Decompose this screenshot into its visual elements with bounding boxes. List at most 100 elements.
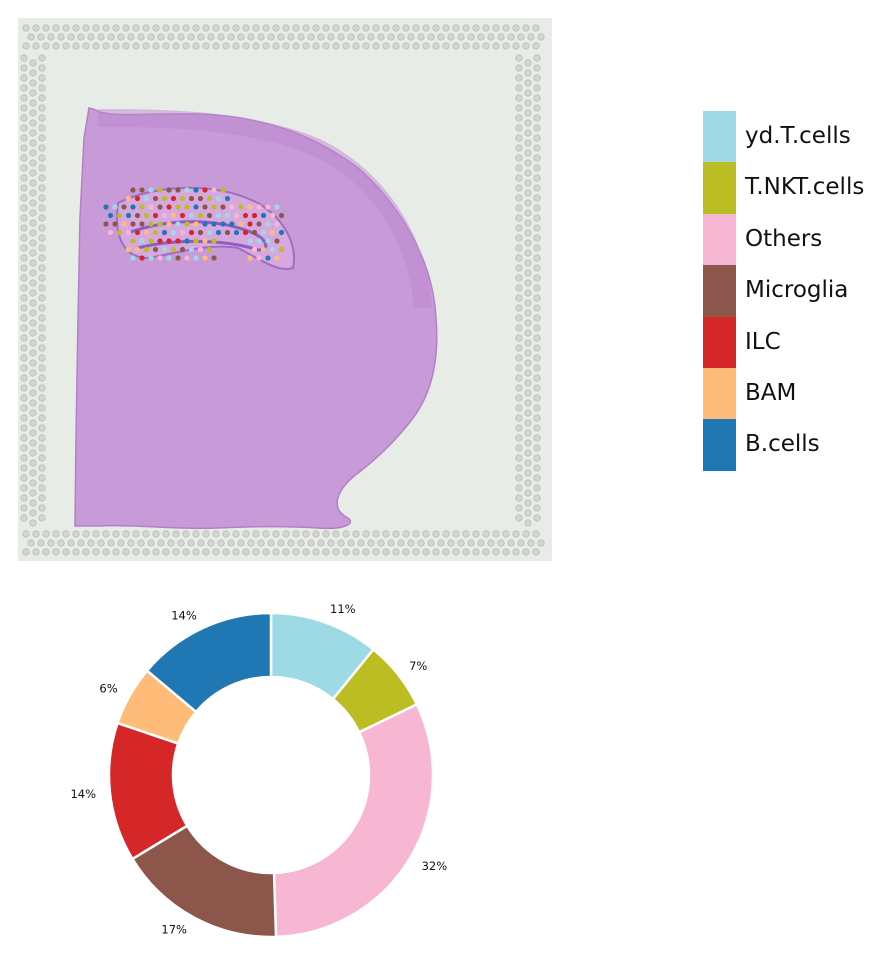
fiducial-spot xyxy=(467,539,475,547)
fiducial-spot xyxy=(352,24,360,32)
fiducial-spot xyxy=(38,514,46,522)
fiducial-spot xyxy=(20,144,28,152)
fiducial-spot xyxy=(452,42,460,50)
fiducial-spot xyxy=(312,24,320,32)
fiducial-spot xyxy=(267,33,275,41)
fiducial-spot xyxy=(407,33,415,41)
fiducial-spot xyxy=(412,42,420,50)
spot-marker xyxy=(193,238,199,244)
fiducial-spot xyxy=(282,42,290,50)
fiducial-spot xyxy=(20,334,28,342)
fiducial-spot xyxy=(537,539,545,547)
fiducial-spot xyxy=(29,69,37,77)
spot-marker xyxy=(211,204,217,210)
fiducial-spot xyxy=(67,539,75,547)
fiducial-spot xyxy=(262,24,270,32)
fiducial-spot xyxy=(20,114,28,122)
fiducial-spot xyxy=(212,530,220,538)
legend-swatch xyxy=(703,213,736,266)
legend-item-others: Others xyxy=(703,213,888,266)
fiducial-spot xyxy=(527,539,535,547)
spot-marker xyxy=(193,187,199,193)
fiducial-spot xyxy=(533,304,541,312)
spot-marker xyxy=(274,221,280,227)
fiducial-spot xyxy=(20,244,28,252)
spot-marker xyxy=(229,221,235,227)
fiducial-spot xyxy=(20,314,28,322)
fiducial-spot xyxy=(392,42,400,50)
spot-marker xyxy=(121,204,127,210)
fiducial-spot xyxy=(515,494,523,502)
fiducial-spot xyxy=(347,539,355,547)
fiducial-spot xyxy=(20,324,28,332)
spot-marker xyxy=(202,221,208,227)
fiducial-spot xyxy=(515,194,523,202)
fiducial-spot xyxy=(524,379,532,387)
fiducial-spot xyxy=(22,548,30,556)
fiducial-spot xyxy=(515,514,523,522)
fiducial-spot xyxy=(392,530,400,538)
spot-marker xyxy=(139,238,145,244)
fiducial-spot xyxy=(512,530,520,538)
fiducial-spot xyxy=(20,474,28,482)
fiducial-spot xyxy=(533,404,541,412)
spot-marker xyxy=(202,187,208,193)
fiducial-spot xyxy=(82,42,90,50)
fiducial-spot xyxy=(362,42,370,50)
fiducial-spot xyxy=(32,548,40,556)
spot-marker xyxy=(157,238,163,244)
spot-marker xyxy=(139,255,145,261)
fiducial-spot xyxy=(462,24,470,32)
fiducial-spot xyxy=(29,429,37,437)
fiducial-spot xyxy=(515,224,523,232)
fiducial-spot xyxy=(137,33,145,41)
fiducial-spot xyxy=(302,548,310,556)
fiducial-spot xyxy=(52,548,60,556)
spot-marker xyxy=(193,204,199,210)
spot-marker xyxy=(175,255,181,261)
fiducial-spot xyxy=(122,548,130,556)
fiducial-spot xyxy=(202,42,210,50)
fiducial-spot xyxy=(172,24,180,32)
spot-marker xyxy=(143,246,150,253)
spot-marker xyxy=(152,246,159,253)
fiducial-spot xyxy=(524,499,532,507)
fiducial-spot xyxy=(524,279,532,287)
fiducial-spot xyxy=(252,24,260,32)
fiducial-spot xyxy=(242,530,250,538)
fiducial-spot xyxy=(524,519,532,527)
fiducial-spot xyxy=(272,530,280,538)
fiducial-spot xyxy=(497,539,505,547)
spot-marker xyxy=(130,187,136,193)
fiducial-spot xyxy=(38,424,46,432)
fiducial-spot xyxy=(262,42,270,50)
spot-marker xyxy=(206,229,213,236)
fiducial-spot xyxy=(102,24,110,32)
fiducial-spot xyxy=(147,539,155,547)
fiducial-spot xyxy=(52,42,60,50)
fiducial-spot xyxy=(302,530,310,538)
fiducial-spot xyxy=(342,42,350,50)
fiducial-spot xyxy=(29,329,37,337)
donut-data-label: 17% xyxy=(161,923,187,937)
fiducial-spot xyxy=(162,530,170,538)
fiducial-spot xyxy=(524,329,532,337)
spot-marker xyxy=(197,195,204,202)
fiducial-spot xyxy=(524,299,532,307)
fiducial-spot xyxy=(332,530,340,538)
legend-label: BAM xyxy=(745,379,797,406)
fiducial-spot xyxy=(515,324,523,332)
spot-marker xyxy=(116,229,123,236)
fiducial-spot xyxy=(20,224,28,232)
fiducial-spot xyxy=(177,539,185,547)
fiducial-spot xyxy=(242,42,250,50)
fiducial-spot xyxy=(47,539,55,547)
fiducial-spot xyxy=(217,33,225,41)
fiducial-frame xyxy=(20,24,545,556)
spot-marker xyxy=(152,195,159,202)
fiducial-spot xyxy=(524,69,532,77)
fiducial-spot xyxy=(282,530,290,538)
fiducial-spot xyxy=(222,548,230,556)
spot-marker xyxy=(179,229,186,236)
fiducial-spot xyxy=(42,24,50,32)
